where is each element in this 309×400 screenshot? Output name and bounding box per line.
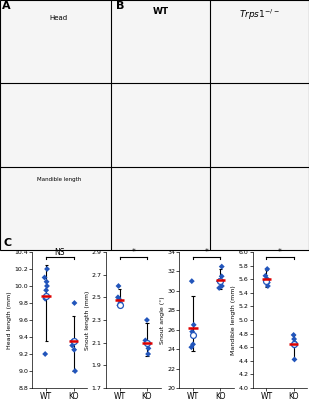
Point (264, 277, 269, 284)
Point (73, 368, 78, 374)
Point (216, 278, 221, 284)
Point (116, 294, 121, 300)
Point (263, 272, 268, 279)
Point (189, 278, 194, 284)
Point (265, 280, 270, 286)
Point (143, 337, 148, 344)
Point (44, 293, 49, 300)
Point (292, 343, 297, 349)
Point (117, 302, 122, 308)
Point (219, 283, 224, 289)
Point (145, 340, 150, 346)
Point (70, 342, 75, 349)
Point (43, 351, 48, 357)
Point (292, 356, 297, 363)
Point (44, 287, 49, 294)
Point (117, 296, 122, 303)
Text: B: B (116, 1, 124, 11)
Point (70, 338, 75, 344)
Text: A: A (2, 1, 10, 11)
Point (118, 300, 123, 306)
Point (265, 276, 270, 282)
Y-axis label: Snout angle (°): Snout angle (°) (160, 296, 165, 344)
Point (219, 273, 224, 280)
Point (218, 278, 223, 284)
Text: Head: Head (50, 15, 68, 21)
Point (146, 351, 150, 357)
Y-axis label: Head length (mm): Head length (mm) (7, 291, 12, 349)
Text: C: C (3, 238, 11, 248)
Point (219, 263, 224, 270)
Point (144, 340, 149, 346)
Point (190, 331, 195, 338)
Point (72, 300, 77, 306)
Point (44, 266, 49, 272)
Y-axis label: Snout length (mm): Snout length (mm) (85, 290, 90, 350)
Point (217, 285, 222, 291)
Point (265, 266, 270, 272)
Point (144, 317, 149, 323)
Point (116, 283, 121, 289)
Point (190, 328, 195, 335)
Point (44, 278, 49, 285)
Point (146, 345, 151, 352)
Text: WT: WT (153, 8, 169, 16)
Text: *: * (205, 248, 209, 257)
Point (71, 338, 76, 344)
Point (72, 346, 77, 353)
Point (189, 344, 194, 350)
Point (291, 340, 296, 347)
Point (44, 283, 49, 289)
Y-axis label: Mandible length (mm): Mandible length (mm) (231, 285, 236, 355)
Point (292, 336, 297, 342)
Point (191, 322, 196, 328)
Point (292, 339, 297, 346)
Text: NS: NS (55, 248, 65, 257)
Point (117, 302, 122, 308)
Point (191, 341, 196, 348)
Text: *: * (131, 248, 135, 257)
Point (265, 283, 270, 289)
Point (291, 332, 296, 338)
Text: Mandible length: Mandible length (36, 178, 81, 182)
Point (43, 296, 48, 302)
Text: $\it{Trps1}^{-/-}$: $\it{Trps1}^{-/-}$ (239, 8, 280, 22)
Point (42, 274, 47, 281)
Text: *: * (278, 248, 282, 257)
